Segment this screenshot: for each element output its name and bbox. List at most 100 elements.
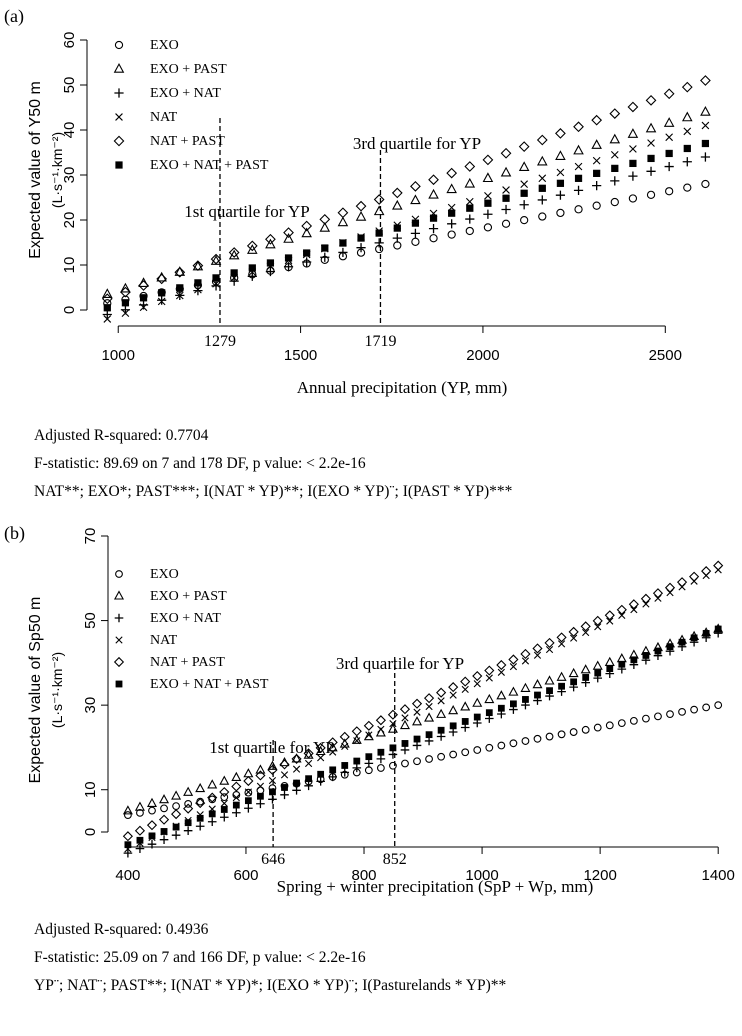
data-point-plus — [123, 848, 133, 858]
data-point-square — [461, 718, 469, 725]
y-tick-label: 60 — [61, 32, 78, 49]
data-point-x — [484, 192, 492, 200]
data-point-diamond — [101, 293, 113, 305]
data-point-diamond — [446, 167, 458, 179]
data-point-circle — [483, 223, 493, 232]
data-point-circle — [642, 714, 650, 723]
data-point-diamond — [627, 101, 639, 113]
data-point-x — [212, 279, 220, 288]
data-point-x — [647, 139, 655, 147]
data-point-circle — [593, 723, 602, 732]
data-point-x — [220, 799, 228, 807]
data-point-circle — [497, 741, 506, 750]
data-point-circle — [581, 725, 590, 734]
x-tick-label: 2000 — [466, 347, 499, 364]
data-point-diamond — [713, 560, 724, 571]
data-point-x — [175, 291, 184, 300]
data-point-triangle — [573, 144, 584, 155]
data-point-diamond — [134, 825, 146, 836]
data-point-triangle — [375, 727, 386, 737]
data-point-triangle — [496, 690, 507, 700]
data-point-triangle — [192, 260, 204, 271]
data-point-triangle — [265, 238, 276, 249]
data-point-square — [303, 249, 311, 257]
x-tick-label: 1500 — [284, 347, 317, 364]
data-point-x — [280, 771, 289, 779]
data-point-x — [292, 765, 301, 773]
data-point-circle — [425, 755, 433, 763]
data-point-triangle — [518, 161, 530, 171]
data-point-diamond — [319, 214, 331, 225]
data-point-circle — [160, 804, 168, 813]
data-point-square — [510, 700, 517, 708]
data-point-triangle — [301, 227, 312, 238]
legend-label: EXO + NAT + PAST — [150, 677, 269, 692]
data-point-square — [329, 766, 337, 774]
data-point-diamond — [399, 704, 411, 715]
data-point-diamond — [428, 174, 439, 186]
data-point-diamond — [283, 227, 294, 238]
data-point-x — [592, 156, 601, 165]
data-point-x — [329, 748, 337, 756]
data-point-square — [377, 748, 385, 756]
data-point-circle — [702, 703, 711, 712]
data-point-square — [606, 665, 614, 673]
data-point-diamond — [508, 654, 519, 665]
data-point-triangle — [101, 288, 113, 299]
data-point-plus — [664, 161, 674, 172]
data-point-diamond — [375, 715, 386, 726]
data-point-square — [556, 179, 565, 187]
data-point-diamond — [231, 781, 242, 792]
data-point-diamond — [518, 141, 530, 153]
data-point-triangle — [122, 805, 133, 815]
data-point-square — [701, 139, 710, 148]
legend-symbol-x — [115, 636, 123, 644]
data-point-triangle — [460, 701, 471, 711]
data-point-plus — [304, 781, 313, 791]
data-point-triangle — [279, 756, 290, 767]
data-point-x — [139, 303, 148, 312]
data-point-square — [220, 806, 228, 813]
data-point-diamond — [301, 220, 313, 232]
data-point-x — [665, 133, 674, 142]
data-point-circle — [610, 197, 619, 207]
data-point-square — [702, 630, 710, 637]
legend-symbol-triangle — [113, 63, 125, 73]
data-point-square — [534, 691, 541, 699]
data-point-circle — [628, 194, 638, 203]
data-point-diamond — [279, 759, 290, 770]
data-point-plus — [157, 295, 167, 305]
data-point-diamond — [532, 643, 543, 654]
data-point-square — [401, 740, 409, 747]
data-point-plus — [247, 271, 257, 281]
data-point-square — [103, 304, 111, 312]
y-tick-label: 30 — [82, 697, 99, 714]
data-point-plus — [392, 233, 402, 243]
data-point-x — [365, 731, 373, 739]
data-point-plus — [135, 844, 145, 853]
data-point-plus — [302, 257, 312, 267]
data-point-square — [437, 726, 445, 734]
data-point-triangle — [243, 768, 254, 778]
data-point-plus — [537, 195, 547, 205]
data-point-x — [449, 691, 457, 699]
panel-b-q3-label: 3rd quartile for YP — [336, 654, 464, 673]
data-point-plus — [646, 166, 656, 176]
data-point-x — [121, 309, 130, 317]
data-point-diamond — [243, 775, 254, 787]
data-point-square — [611, 164, 619, 172]
data-point-circle — [701, 179, 710, 189]
panel-a-tag: (a) — [4, 6, 24, 27]
panel-a-plot: 0 10 20 30 40 50 60 1000 1500 2000 2500 1279 1719 — [61, 32, 711, 364]
data-point-triangle — [207, 779, 218, 789]
data-point-diamond — [171, 809, 182, 820]
data-point-triangle — [446, 183, 457, 194]
legend-label: NAT + PAST — [150, 134, 225, 149]
data-point-x — [232, 794, 240, 802]
data-point-circle — [413, 757, 421, 766]
data-point-circle — [538, 212, 547, 221]
data-point-triangle — [544, 675, 555, 685]
data-point-circle — [393, 241, 402, 250]
data-point-diamond — [146, 820, 158, 831]
data-point-x — [502, 186, 510, 194]
